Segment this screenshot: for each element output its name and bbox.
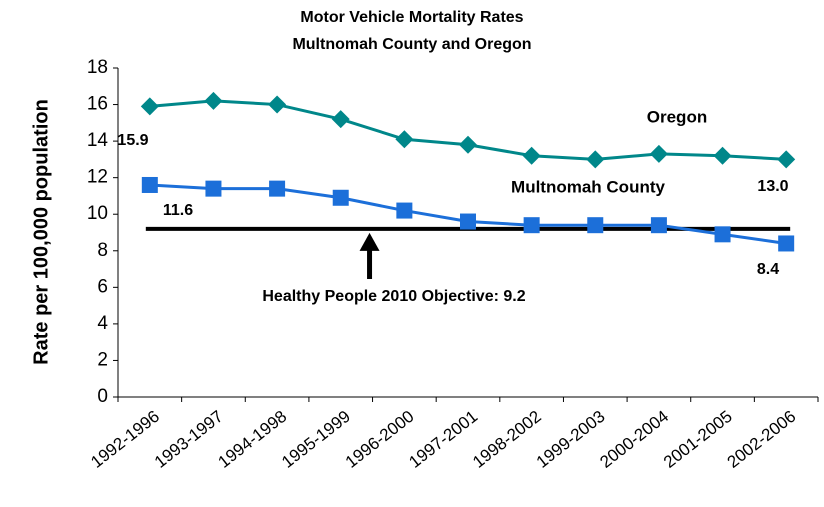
x-tick-label: 1992-1996 <box>87 407 163 472</box>
y-tick-label: 8 <box>97 240 108 261</box>
data-label: 11.6 <box>163 202 193 219</box>
y-tick-label: 4 <box>97 313 108 334</box>
point <box>649 144 668 163</box>
x-tick-label: 1999-2003 <box>533 407 609 472</box>
point <box>522 146 541 165</box>
y-tick-label: 14 <box>87 130 109 151</box>
y-axis-label: Rate per 100,000 population <box>30 99 52 365</box>
x-tick-label: 1995-1999 <box>278 407 354 472</box>
data-label: 15.9 <box>117 132 148 149</box>
point <box>714 226 731 243</box>
point <box>269 180 286 197</box>
data-label: 13.0 <box>757 178 788 195</box>
series-label: Oregon <box>647 107 707 126</box>
point <box>204 91 223 110</box>
x-tick-label: 2002-2006 <box>724 407 800 472</box>
point <box>459 135 477 154</box>
y-tick-label: 12 <box>87 167 108 188</box>
chart-subtitle: Multnomah County and Oregon <box>292 36 531 53</box>
chart-title: Motor Vehicle Mortality Rates <box>300 9 523 26</box>
objective-arrow-head <box>359 232 380 251</box>
point <box>268 95 287 114</box>
point <box>650 217 667 234</box>
point <box>331 110 350 129</box>
point <box>396 202 413 219</box>
y-tick-label: 10 <box>87 203 108 224</box>
point <box>332 189 349 206</box>
y-tick-label: 16 <box>87 94 108 115</box>
x-tick-label: 2001-2005 <box>660 407 736 472</box>
y-tick-label: 18 <box>87 57 108 78</box>
x-tick-label: 1993-1997 <box>151 407 227 472</box>
point <box>523 217 540 234</box>
point <box>395 130 414 149</box>
y-tick-label: 6 <box>97 276 108 297</box>
data-label: 8.4 <box>757 261 779 278</box>
point <box>586 150 605 169</box>
y-tick-label: 0 <box>97 386 108 407</box>
point <box>460 213 476 230</box>
point <box>141 176 158 193</box>
x-tick-label: 1994-1998 <box>215 407 291 472</box>
objective-label: Healthy People 2010 Objective: 9.2 <box>262 288 525 305</box>
point <box>778 235 795 252</box>
point <box>587 217 604 234</box>
y-tick-label: 2 <box>97 349 108 370</box>
x-tick-label: 1998-2002 <box>469 407 545 472</box>
x-tick-label: 1997-2001 <box>405 407 481 472</box>
x-tick-label: 2000-2004 <box>596 407 672 472</box>
point <box>205 180 222 197</box>
series-label: Multnomah County <box>511 177 665 196</box>
x-tick-label: 1996-2000 <box>342 407 418 472</box>
point <box>713 146 732 165</box>
point <box>777 150 796 169</box>
point <box>140 97 159 116</box>
